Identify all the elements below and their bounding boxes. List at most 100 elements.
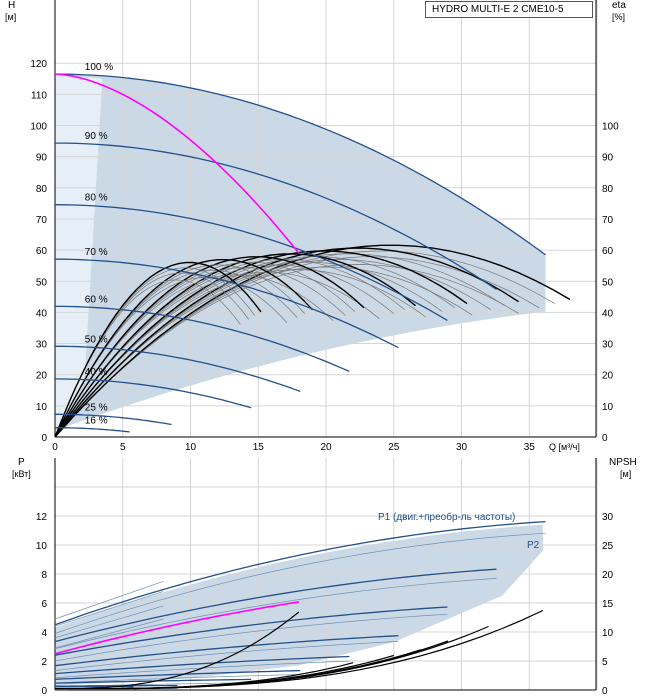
npsh-tick-label: 0: [602, 686, 608, 697]
y2-tick-label: 30: [602, 340, 614, 351]
efficiency-curve: [54, 253, 416, 438]
efficiency-curve: [54, 259, 314, 438]
npsh-tick-label: 10: [602, 628, 614, 639]
speed-label: 40 %: [85, 367, 108, 378]
y2-axis-unit: [%]: [612, 12, 625, 22]
p-tick-label: 4: [41, 628, 47, 639]
speed-label: 100 %: [85, 62, 113, 73]
speed-curve: [54, 378, 252, 409]
speed-curve: [55, 345, 301, 393]
x-axis-label: Q [м³/ч]: [549, 442, 580, 452]
speed-curve: [55, 142, 497, 290]
speed-label: 50 %: [85, 334, 108, 345]
p2-curve: [54, 641, 399, 671]
fan-line: [54, 580, 164, 620]
y-tick-label: 120: [30, 59, 47, 70]
x-tick-label: 25: [388, 442, 400, 453]
npsh-tick-label: 20: [602, 570, 614, 581]
speed-curve: [55, 427, 130, 433]
y-tick-label: 110: [31, 90, 47, 101]
fan-line: [54, 605, 164, 639]
speed-label: 90 %: [85, 131, 108, 142]
npsh-tick-label: 25: [602, 541, 614, 552]
y-tick-label: 40: [36, 308, 48, 319]
x-tick-label: 30: [456, 442, 468, 453]
y-tick-label: 100: [30, 122, 47, 133]
y-tick-label: 20: [36, 371, 48, 382]
p1-label: P1 (двиг.+преобр-ль частоты): [378, 511, 515, 523]
y2-tick-label: 70: [602, 215, 614, 226]
speed-curve: [54, 73, 546, 256]
speed-label: 70 %: [85, 247, 108, 258]
npsh-axis-unit: [м]: [620, 469, 631, 479]
p2-curve: [54, 613, 448, 662]
y2-tick-label: 10: [602, 402, 614, 413]
y2-axis-label: eta: [612, 0, 626, 11]
x-tick-label: 35: [524, 442, 536, 453]
y2-tick-label: 20: [602, 371, 614, 382]
y2-tick-label: 80: [602, 184, 614, 195]
power-operating-curve: [54, 601, 300, 655]
y-tick-label: 50: [36, 277, 48, 288]
fan-line: [54, 618, 164, 649]
speed-curve: [55, 258, 399, 349]
x-tick-label: 5: [120, 442, 126, 453]
npsh-tick-label: 15: [602, 599, 614, 610]
x-tick-label: 0: [52, 442, 58, 453]
p2-curve: [54, 532, 546, 634]
p1-curve: [55, 684, 178, 687]
npsh-curve: [55, 609, 544, 690]
y-tick-label: 60: [36, 246, 48, 257]
p1-curve: [54, 606, 448, 656]
y2-tick-label: 100: [602, 122, 619, 133]
p-tick-label: 0: [41, 686, 47, 697]
y2-tick-label: 60: [602, 246, 614, 257]
y-tick-label: 70: [36, 215, 48, 226]
p-tick-label: 12: [36, 512, 48, 523]
operating-point-curve: [54, 73, 300, 254]
y2-tick-label: 40: [602, 308, 614, 319]
y-axis-unit: [м]: [5, 12, 16, 22]
y2-tick-label: 50: [602, 277, 614, 288]
y2-tick-label: 90: [602, 153, 614, 164]
speed-curve: [55, 413, 172, 426]
speed-curve: [55, 305, 350, 372]
efficiency-curve: [54, 247, 519, 438]
y-tick-label: 90: [36, 153, 48, 164]
p2-label: P2: [527, 540, 540, 551]
p1-curve: [54, 635, 399, 667]
npsh-axis-label: NPSH: [609, 457, 637, 468]
p-tick-label: 6: [41, 599, 47, 610]
speed-label: 80 %: [85, 193, 108, 204]
npsh-tick-label: 30: [602, 512, 614, 523]
speed-curve: [54, 204, 448, 321]
p1-curve: [54, 669, 301, 680]
y-tick-label: 0: [41, 433, 47, 444]
x-tick-label: 20: [320, 442, 332, 453]
y-tick-label: 80: [36, 184, 48, 195]
y-tick-label: 30: [36, 340, 48, 351]
p-tick-label: 2: [41, 657, 47, 668]
speed-label: 25 %: [85, 402, 108, 413]
speed-label: 60 %: [85, 294, 108, 305]
power-panel: 0 2 4 6 8 10 12 0 5 10 15 20 25 30 P[кВт] NPSH[м] P1 (дв…: [12, 457, 637, 697]
p1-curve: [54, 655, 350, 675]
p-tick-label: 10: [36, 541, 48, 552]
fan-line: [54, 591, 164, 627]
model-label: HYDRO MULTI-E 2 CME10-5: [425, 1, 593, 18]
npsh-curve: [55, 611, 300, 690]
y2-tick-label: 0: [602, 433, 608, 444]
y-axis-label: H: [8, 0, 15, 11]
y-tick-label: 10: [36, 402, 48, 413]
speed-label: 16 %: [85, 416, 108, 427]
npsh-tick-label: 5: [602, 657, 608, 668]
power-range-shade: [55, 524, 543, 686]
p2-curve: [54, 674, 301, 684]
p-tick-label: 8: [41, 570, 47, 581]
head-panel: 100 % 90 % 80 % 70 % 60 % 50 % 40 % 25 % 16 % 0 5 1…: [5, 0, 626, 453]
p1-curve: [54, 520, 546, 626]
p-axis-label: P: [18, 457, 25, 468]
efficiency-curve: [54, 261, 262, 438]
p-axis-unit: [кВт]: [12, 469, 31, 479]
